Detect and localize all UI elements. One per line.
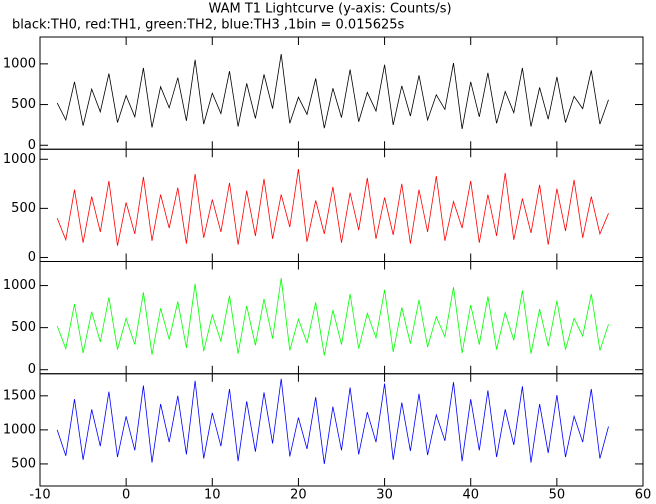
y-tick-label: 1000: [3, 152, 36, 167]
plot-frame: [39, 373, 644, 487]
y-tick-label: 1000: [3, 278, 36, 293]
y-tick-label: 0: [28, 138, 36, 153]
light-curve: [56, 378, 609, 464]
chart-title: WAM T1 Lightcurve (y-axis: Counts/s): [208, 2, 451, 17]
plot-frame: [39, 36, 644, 150]
y-tick-label: 500: [11, 320, 36, 335]
y-tick-label: 500: [11, 97, 36, 112]
x-tick-label: 30: [376, 488, 393, 503]
x-tick-label: 20: [290, 488, 307, 503]
y-tick-label: 1000: [3, 56, 36, 71]
light-curve: [56, 54, 609, 130]
x-tick-label: 50: [549, 488, 566, 503]
plot-frame: [39, 261, 644, 375]
chart-subtitle: black:TH0, red:TH1, green:TH2, blue:TH3 …: [12, 18, 405, 33]
x-tick-label: 10: [204, 488, 221, 503]
y-tick-label: 1000: [3, 422, 36, 437]
y-tick-label: 0: [28, 250, 36, 265]
y-tick-label: 500: [11, 456, 36, 471]
y-tick-label: 1500: [3, 388, 36, 403]
y-tick-label: 500: [11, 201, 36, 216]
x-tick-label: 60: [635, 488, 652, 503]
light-curve: [56, 277, 609, 356]
plot-frame: [39, 148, 644, 262]
x-tick-label: 40: [462, 488, 479, 503]
light-curve: [56, 169, 609, 246]
x-tick-label: 0: [122, 488, 130, 503]
x-tick-label: -10: [29, 488, 50, 503]
y-tick-label: 0: [28, 362, 36, 377]
